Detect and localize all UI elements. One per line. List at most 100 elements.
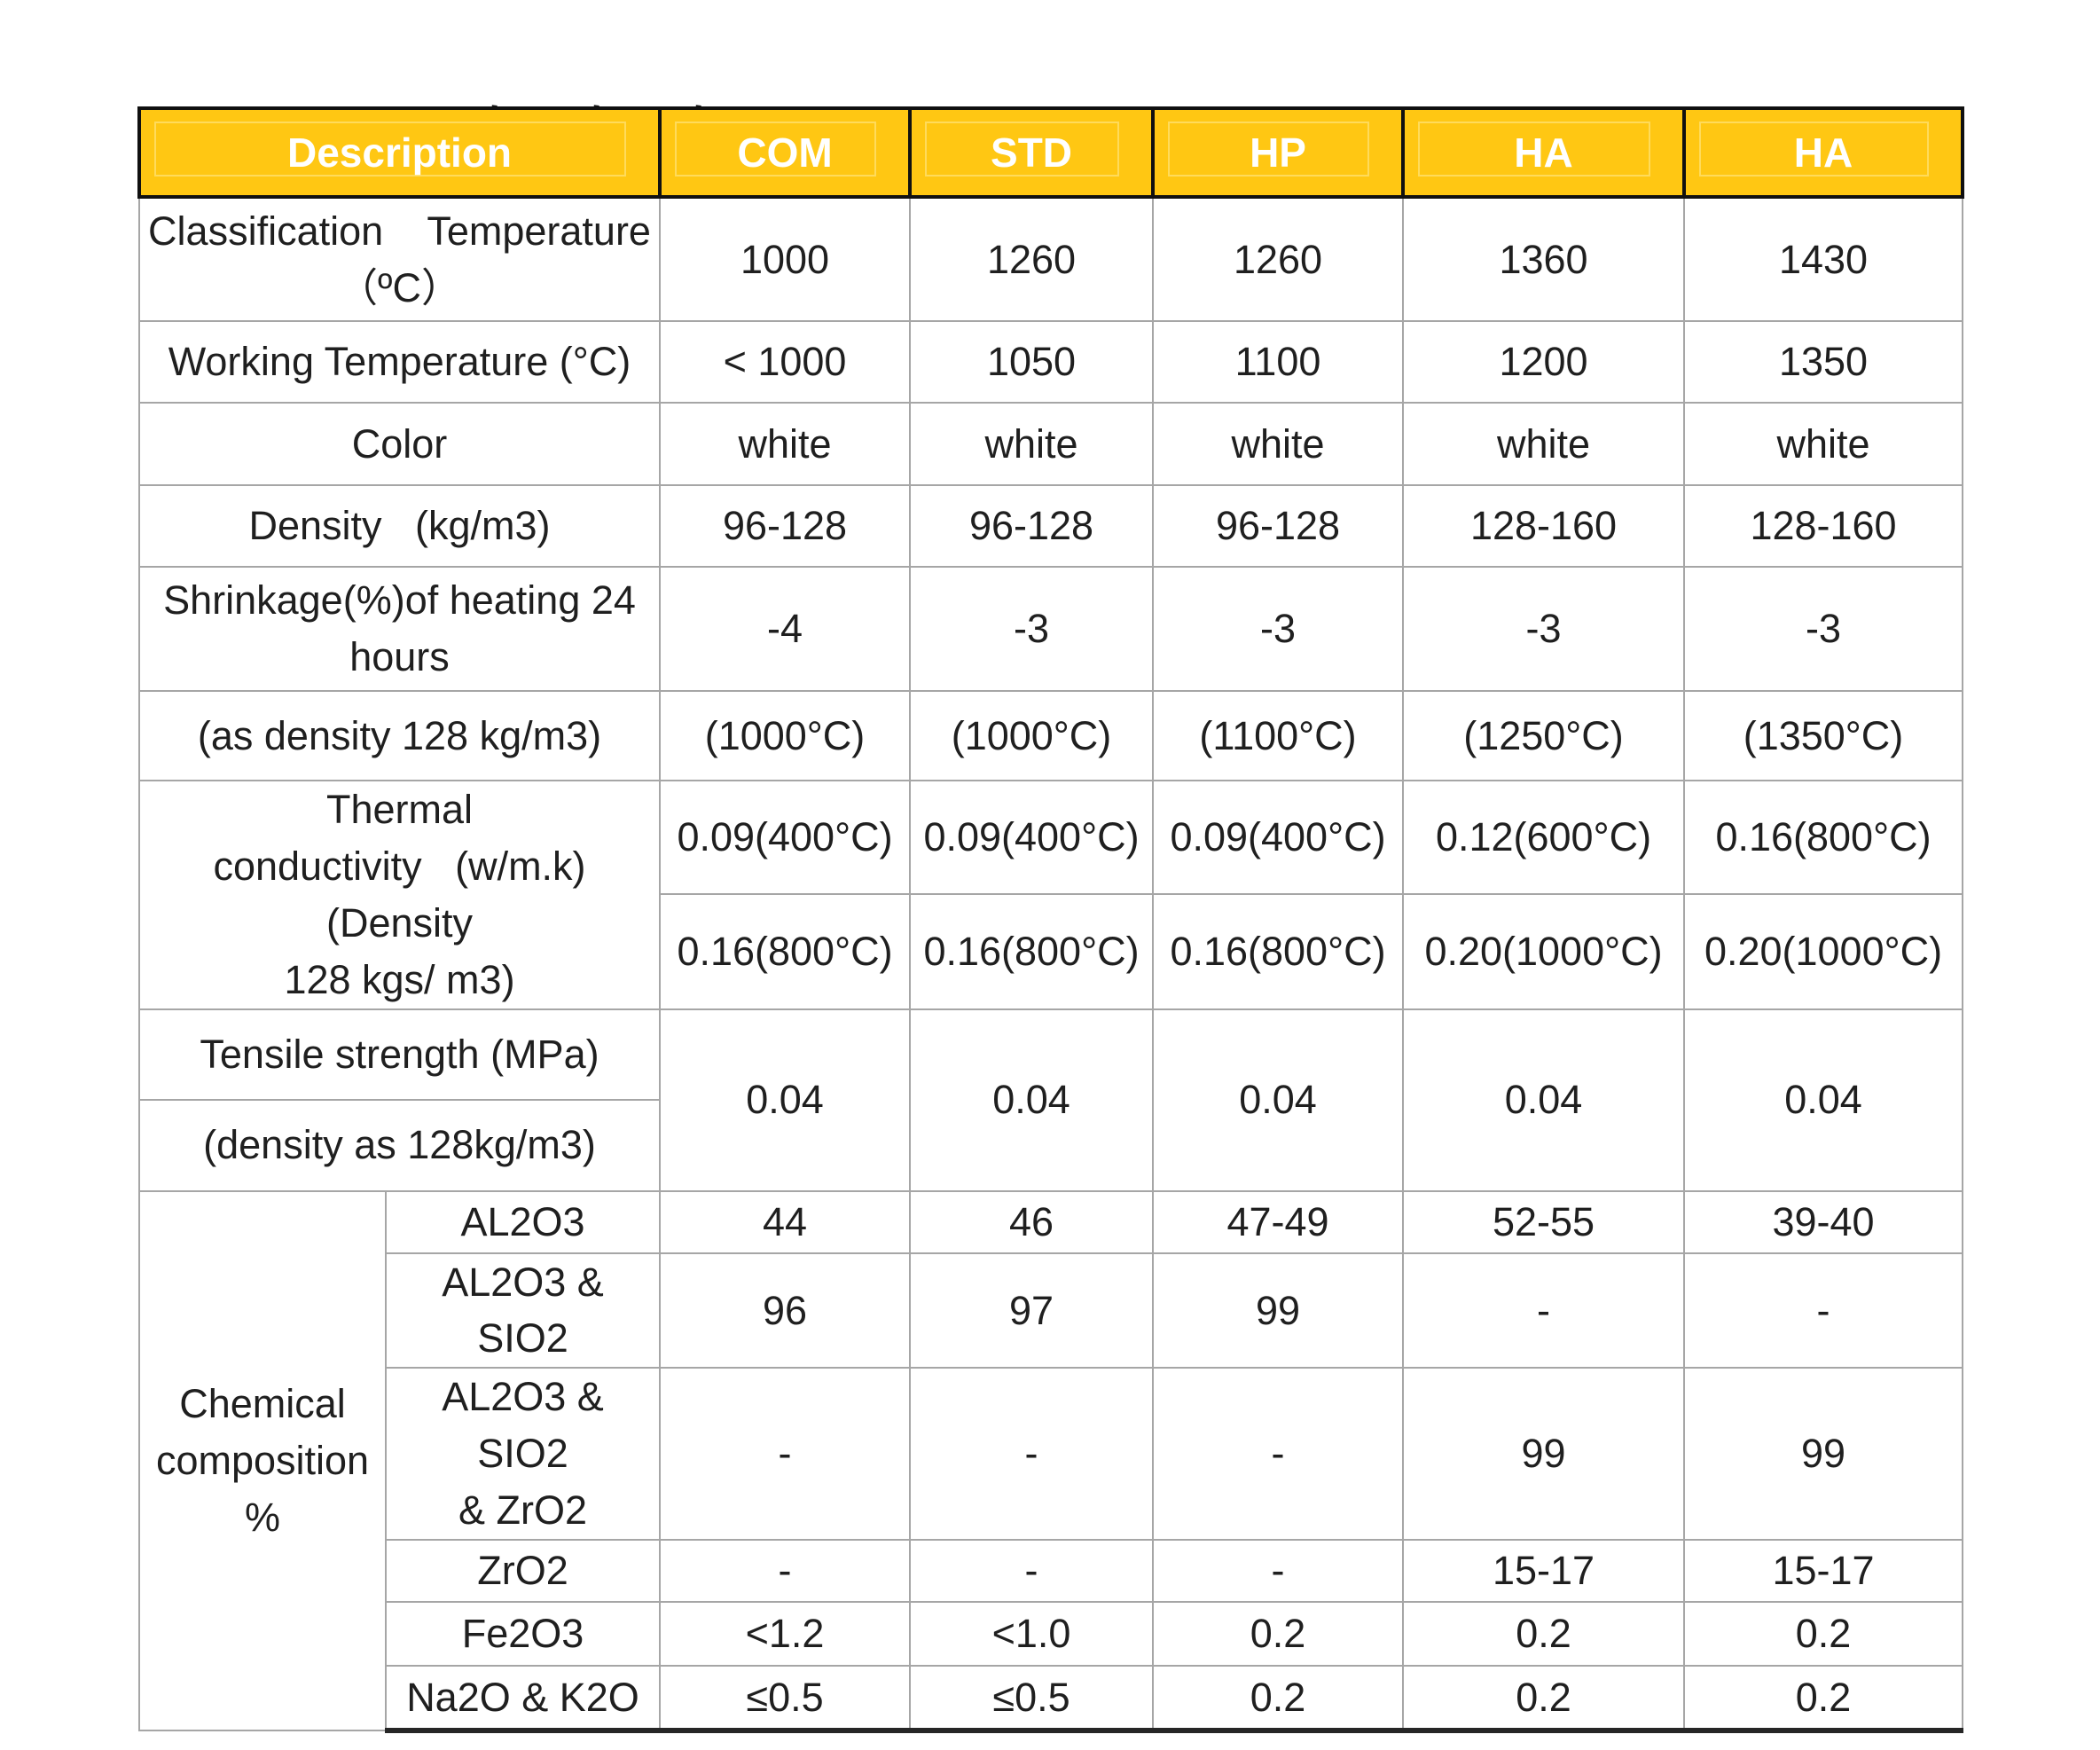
header-label: COM bbox=[737, 129, 833, 176]
value-cell: 47-49 bbox=[1152, 1189, 1405, 1254]
header-cell-ha1: HA bbox=[1401, 106, 1687, 199]
header-label: HA bbox=[1793, 129, 1853, 176]
value-cell: 44 bbox=[659, 1189, 912, 1254]
value-cell: 0.16(800°C) bbox=[909, 892, 1155, 1010]
table-row: 0.16(800°C) 0.16(800°C) 0.16(800°C) 0.20… bbox=[139, 892, 1964, 1010]
header-cell-hp: HP bbox=[1151, 106, 1406, 199]
chem-sub-label-cell: AL2O3 & SIO2 bbox=[384, 1252, 662, 1369]
table-row: ZrO2 - - - 15-17 15-17 bbox=[139, 1539, 1964, 1604]
header-cell-ha2: HA bbox=[1682, 106, 1965, 199]
header-cell-description: Description bbox=[137, 106, 662, 199]
value-cell: -4 bbox=[659, 566, 912, 692]
header-cell-std: STD bbox=[908, 106, 1156, 199]
value-cell: 46 bbox=[909, 1189, 1155, 1254]
row-label-cell: Classification Temperature （ºC） bbox=[137, 196, 662, 322]
header-label: HP bbox=[1250, 129, 1306, 176]
value-cell: 0.04 bbox=[659, 1008, 912, 1192]
spec-table: Description COM STD HP HA HA Classificat… bbox=[137, 106, 1965, 1734]
value-cell: 1260 bbox=[1152, 196, 1405, 322]
table-row: Classification Temperature （ºC） 1000 126… bbox=[137, 196, 1964, 322]
table-row: Thermal conductivity (w/m.k)(Density 128… bbox=[137, 780, 1964, 1010]
table-row: AL2O3 & SIO2 96 97 99 - - bbox=[139, 1252, 1964, 1369]
value-cell: ≤0.5 bbox=[909, 1665, 1155, 1734]
value-cell: (1350°C) bbox=[1683, 690, 1964, 781]
value-cell: 1200 bbox=[1402, 320, 1686, 404]
header-cell-com: COM bbox=[658, 106, 913, 199]
chem-sub-label-cell: AL2O3 bbox=[384, 1189, 662, 1254]
header-label: STD bbox=[991, 129, 1073, 176]
value-cell: -3 bbox=[909, 566, 1155, 692]
value-cell: 0.12(600°C) bbox=[1402, 780, 1686, 895]
value-cell: 1260 bbox=[909, 196, 1155, 322]
table-header-row: Description COM STD HP HA HA bbox=[137, 106, 1965, 199]
chem-sub-label-cell: Na2O & K2O bbox=[384, 1665, 662, 1734]
value-cell: 0.20(1000°C) bbox=[1683, 892, 1964, 1010]
value-cell: 0.04 bbox=[1402, 1008, 1686, 1192]
value-cell: 1000 bbox=[659, 196, 912, 322]
value-cell: 0.2 bbox=[1683, 1665, 1964, 1734]
value-cell: 15-17 bbox=[1402, 1539, 1686, 1604]
row-label-cell: Tensile strength (MPa) bbox=[137, 1008, 662, 1101]
value-cell: 97 bbox=[909, 1252, 1155, 1369]
value-cell: 1050 bbox=[909, 320, 1155, 404]
value-cell: 96-128 bbox=[909, 484, 1155, 568]
table-row: Chemical composition % AL2O3 44 46 47-49… bbox=[138, 1189, 1964, 1732]
value-cell: 39-40 bbox=[1683, 1189, 1964, 1254]
chem-sub-label-cell: ZrO2 bbox=[384, 1539, 662, 1604]
value-cell: white bbox=[659, 402, 912, 486]
value-cell: 128-160 bbox=[1683, 484, 1964, 568]
value-cell: 52-55 bbox=[1402, 1189, 1686, 1254]
value-cell: 0.09(400°C) bbox=[659, 780, 912, 895]
value-cell: 128-160 bbox=[1402, 484, 1686, 568]
row-label-cell: Thermal conductivity (w/m.k)(Density 128… bbox=[137, 780, 662, 1010]
table-row: (as density 128 kg/m3) (1000°C) (1000°C)… bbox=[137, 690, 1964, 781]
row-label-cell: Color bbox=[137, 402, 662, 486]
row-label-cell: (density as 128kg/m3) bbox=[137, 1098, 662, 1192]
value-cell: white bbox=[1683, 402, 1964, 486]
value-cell: white bbox=[909, 402, 1155, 486]
header-label: HA bbox=[1514, 129, 1573, 176]
value-cell: - bbox=[659, 1539, 912, 1604]
value-cell: 1350 bbox=[1683, 320, 1964, 404]
row-label-cell: Density (kg/m3) bbox=[137, 484, 662, 568]
value-cell: 96 bbox=[659, 1252, 912, 1369]
table-row: Working Temperature (°C) < 1000 1050 110… bbox=[137, 320, 1964, 404]
table-row: (density as 128kg/m3) bbox=[137, 1098, 1963, 1192]
value-cell: <1.2 bbox=[659, 1601, 912, 1668]
table-row: Na2O & K2O ≤0.5 ≤0.5 0.2 0.2 0.2 bbox=[139, 1665, 1964, 1734]
value-cell: - bbox=[1683, 1252, 1964, 1369]
cropped-text-remnant: , , , bbox=[0, 55, 2100, 119]
value-cell: 15-17 bbox=[1683, 1539, 1964, 1604]
table-row: Color white white white white white bbox=[137, 402, 1964, 486]
value-cell: 1100 bbox=[1152, 320, 1405, 404]
value-cell: 1430 bbox=[1683, 196, 1964, 322]
value-cell: 96-128 bbox=[1152, 484, 1405, 568]
value-cell: white bbox=[1402, 402, 1686, 486]
value-cell: (1100°C) bbox=[1152, 690, 1405, 781]
chem-sub-label-cell: AL2O3 & SIO2 & ZrO2 bbox=[384, 1367, 662, 1542]
header-label: Description bbox=[286, 129, 513, 176]
value-cell: white bbox=[1152, 402, 1405, 486]
value-cell: 0.04 bbox=[1683, 1008, 1964, 1192]
chem-sub-label-cell: Fe2O3 bbox=[384, 1601, 662, 1668]
value-cell: 0.2 bbox=[1152, 1665, 1405, 1734]
table-row: Fe2O3 <1.2 <1.0 0.2 0.2 0.2 bbox=[139, 1601, 1964, 1668]
chem-group-label-cell: Chemical composition % bbox=[138, 1189, 387, 1732]
value-cell: 0.04 bbox=[1152, 1008, 1405, 1192]
value-cell: - bbox=[1152, 1539, 1405, 1604]
value-cell: ≤0.5 bbox=[659, 1665, 912, 1734]
value-cell: 99 bbox=[1683, 1367, 1964, 1542]
value-cell: < 1000 bbox=[659, 320, 912, 404]
row-label-cell: (as density 128 kg/m3) bbox=[137, 690, 662, 781]
table-row: Shrinkage(%)of heating 24 hours -4 -3 -3… bbox=[137, 566, 1964, 692]
table-row: AL2O3 & SIO2 & ZrO2 - - - 99 99 bbox=[139, 1367, 1964, 1542]
value-cell: 0.16(800°C) bbox=[1683, 780, 1964, 895]
value-cell: 0.09(400°C) bbox=[1152, 780, 1405, 895]
value-cell: 0.2 bbox=[1152, 1601, 1405, 1668]
value-cell: 96-128 bbox=[659, 484, 912, 568]
value-cell: 99 bbox=[1402, 1367, 1686, 1542]
value-cell: - bbox=[909, 1367, 1155, 1542]
value-cell: (1250°C) bbox=[1402, 690, 1686, 781]
value-cell: -3 bbox=[1402, 566, 1686, 692]
